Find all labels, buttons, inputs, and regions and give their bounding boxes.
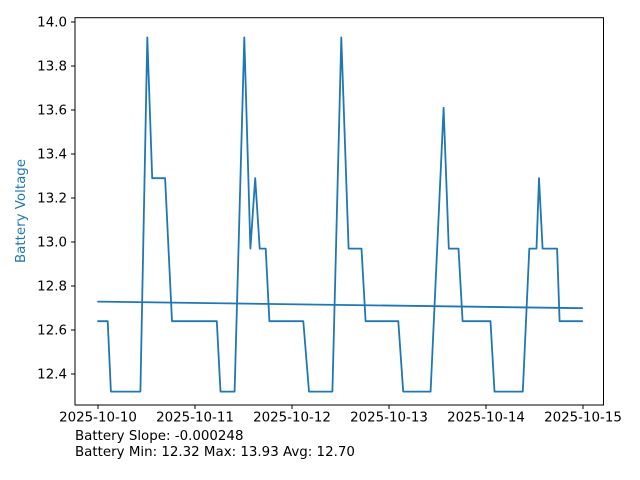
- y-tick-label: 13.6: [37, 104, 67, 119]
- annotation-battery-slope: Battery Slope: -0.000248: [75, 429, 244, 444]
- y-tick-label: 13.8: [37, 60, 67, 75]
- battery-voltage-line: [97, 36, 584, 393]
- y-tick-label: 12.8: [37, 280, 67, 295]
- y-tick-label: 13.4: [37, 148, 67, 163]
- x-tick-label: 2025-10-13: [350, 411, 428, 426]
- y-tick-label: 12.4: [37, 368, 67, 383]
- x-tick-label: 2025-10-11: [156, 411, 234, 426]
- x-tick-label: 2025-10-15: [544, 411, 622, 426]
- x-tick-label: 2025-10-12: [253, 411, 331, 426]
- y-tick-label: 13.2: [37, 192, 67, 207]
- x-tick-label: 2025-10-14: [447, 411, 525, 426]
- annotation-battery-stats: Battery Min: 12.32 Max: 13.93 Avg: 12.70: [75, 445, 355, 460]
- plot-frame: [74, 17, 604, 406]
- y-tick-label: 13.0: [37, 236, 67, 251]
- y-tick-label: 12.6: [37, 324, 67, 339]
- y-tick-label: 14.0: [37, 16, 67, 31]
- y-axis-label: Battery Voltage: [14, 158, 29, 264]
- trend-line: [97, 300, 584, 310]
- x-tick-label: 2025-10-10: [59, 411, 137, 426]
